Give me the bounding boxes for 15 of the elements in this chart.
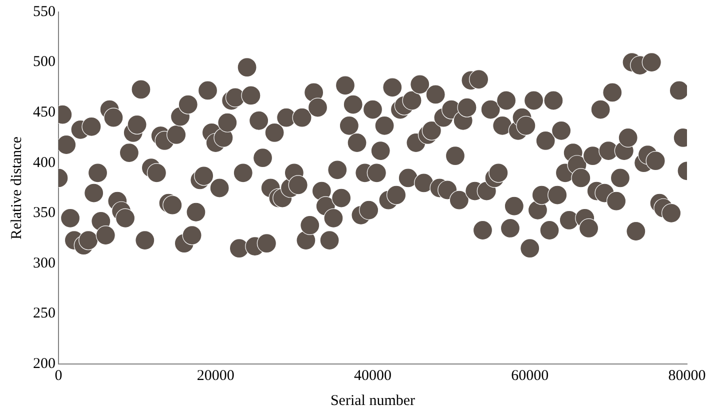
y-tick-label: 250 [33, 306, 56, 322]
y-axis-title: Relative distance [8, 136, 25, 240]
y-tick-label: 200 [33, 356, 56, 372]
x-tick-label: 20000 [196, 368, 234, 384]
y-tick-label: 350 [33, 205, 56, 222]
x-tick-label: 0 [54, 368, 62, 384]
y-tick-label: 500 [33, 54, 56, 70]
y-tick-label: 450 [33, 104, 56, 121]
y-tick-label: 300 [33, 255, 56, 272]
x-axis-title: Serial number [330, 392, 416, 409]
y-tick-label: 400 [33, 154, 56, 171]
x-tick-label: 60000 [511, 368, 549, 384]
y-tick-label: 550 [33, 4, 56, 20]
x-tick-label: 80000 [668, 368, 706, 384]
x-tick-label: 40000 [354, 368, 392, 384]
